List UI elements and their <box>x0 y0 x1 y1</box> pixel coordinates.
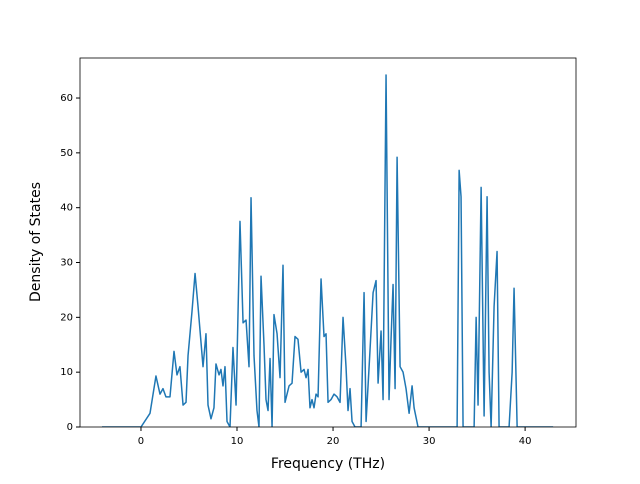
x-tick-label: 30 <box>423 436 436 447</box>
y-tick-label: 20 <box>60 312 73 323</box>
y-tick-label: 10 <box>60 367 73 378</box>
y-axis-label: Density of States <box>28 182 44 302</box>
x-tick-label: 0 <box>138 436 144 447</box>
line <box>101 74 554 427</box>
y-tick-label: 40 <box>60 203 73 214</box>
x-tick-label: 10 <box>231 436 244 447</box>
x-tick-label: 40 <box>519 436 532 447</box>
y-tick-label: 0 <box>67 422 73 433</box>
x-tick-label: 20 <box>327 436 340 447</box>
y-tick-label: 60 <box>60 93 73 104</box>
y-tick-label: 50 <box>60 148 73 159</box>
plot-frame <box>79 57 577 428</box>
y-tick-label: 30 <box>60 258 73 269</box>
x-axis-label: Frequency (THz) <box>271 456 385 472</box>
